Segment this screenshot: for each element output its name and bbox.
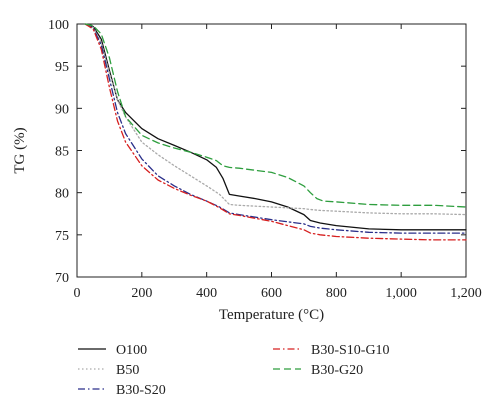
- legend-label: B30-S10-G10: [311, 343, 390, 358]
- y-tick-label: 90: [55, 102, 69, 117]
- x-tick-label: 0: [74, 286, 81, 301]
- y-tick-label: 70: [55, 271, 69, 286]
- legend: O100 B50 B30-S20 B30-S10-G10 B30-G20: [78, 343, 390, 398]
- y-tick-label: 80: [55, 187, 69, 202]
- x-tick-label: 600: [261, 286, 282, 301]
- legend-label: B30-G20: [311, 363, 363, 378]
- x-tick-label: 200: [131, 286, 152, 301]
- x-tick-label: 400: [196, 286, 217, 301]
- legend-label: B50: [116, 363, 139, 378]
- series-line-b30-s20: [84, 23, 467, 234]
- series-line-b50: [84, 23, 467, 216]
- x-tick-label: 1,200: [450, 286, 482, 301]
- legend-label: O100: [116, 343, 147, 358]
- x-tick-label: 1,000: [385, 286, 417, 301]
- series-line-b30-g20: [84, 23, 467, 208]
- x-axis-title: Temperature (°C): [219, 307, 324, 323]
- y-tick-label: 85: [55, 145, 69, 160]
- y-tick-label: 100: [48, 18, 69, 33]
- y-tick-label: 75: [55, 229, 69, 244]
- series-line-b30-s10-g10: [84, 23, 467, 241]
- y-tick-label: 95: [55, 60, 69, 75]
- legend-label: B30-S20: [116, 383, 166, 398]
- plot-area: 0 200 400 600 800 1,000 1,200 70 75 80 85 90 95 100 Te…: [12, 18, 482, 323]
- y-axis-title: TG (%): [12, 127, 28, 173]
- series-line-o100: [84, 23, 467, 231]
- x-tick-label: 800: [326, 286, 347, 301]
